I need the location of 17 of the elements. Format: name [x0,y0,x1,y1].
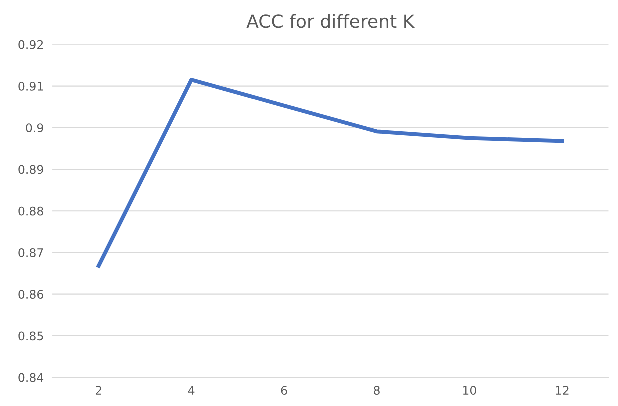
line-series [96,78,564,268]
y-tick-label: 0.88 [18,206,44,216]
x-tick-label: 10 [463,386,476,396]
x-tick-label: 8 [374,386,380,396]
y-tick-label: 0.9 [26,124,44,133]
y-tick-label: 0.87 [18,248,44,258]
x-tick-label: 12 [556,386,569,395]
y-tick-label: 0.84 [18,373,44,382]
y-tick-label: 0.91 [18,82,44,91]
x-tick-label: 6 [281,386,288,396]
x-tick-label: 2 [96,386,102,395]
y-tick-label: 0.92 [18,40,44,50]
chart-title: ACC for different K [246,14,416,28]
y-tick-label: 0.86 [18,290,44,300]
y-tick-label: 0.85 [18,332,44,341]
y-tick-label: 0.89 [18,165,44,174]
x-tick-label: 4 [188,386,195,395]
